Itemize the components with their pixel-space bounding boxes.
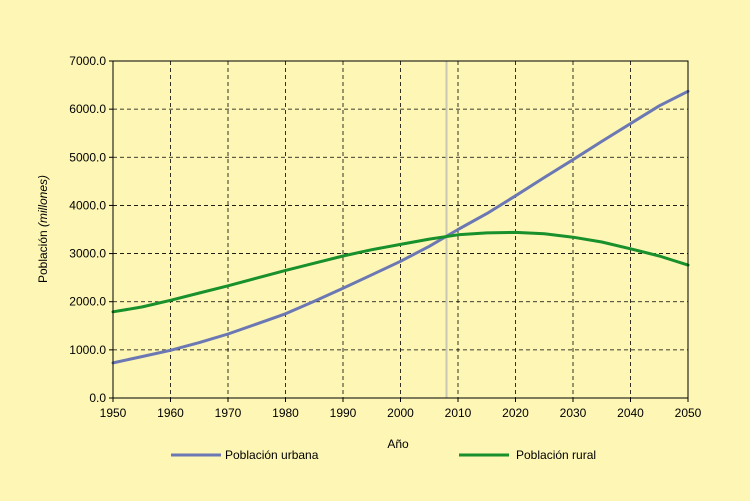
x-tick-label: 1990 (330, 406, 357, 420)
x-tick-label: 2030 (560, 406, 587, 420)
x-tick-label: 1960 (157, 406, 184, 420)
y-tick-label: 6000.0 (69, 102, 106, 116)
x-tick-label: 2020 (502, 406, 529, 420)
x-tick-label: 1980 (272, 406, 299, 420)
y-tick-label: 0.0 (89, 391, 106, 405)
y-tick-label: 4000.0 (69, 198, 106, 212)
y-axis-label-unit: (millones) (36, 175, 50, 227)
y-tick-label: 7000.0 (69, 54, 106, 68)
legend-label-rural: Población rural (516, 448, 596, 462)
y-axis-label-text: Población (36, 227, 50, 283)
legend-label-urban: Población urbana (225, 448, 319, 462)
legend: Población urbana Población rural (171, 448, 596, 462)
y-tick-label: 3000.0 (69, 247, 106, 261)
x-axis-ticks: 1950 1960 1970 1980 1990 2000 2010 2020 2030 2040… (100, 398, 702, 420)
y-tick-label: 1000.0 (69, 343, 106, 357)
y-axis-ticks: 0.0 1000.0 2000.0 3000.0 4000.0 5000.0 6000.0 7… (69, 54, 113, 405)
series-lines (111, 89, 690, 365)
x-axis-label: Año (387, 437, 409, 451)
x-tick-label: 2010 (445, 406, 472, 420)
x-tick-label: 1950 (100, 406, 127, 420)
series-line-urban (111, 89, 690, 365)
x-tick-label: 1970 (215, 406, 242, 420)
y-tick-label: 2000.0 (69, 295, 106, 309)
x-tick-label: 2050 (675, 406, 702, 420)
x-tick-label: 2000 (387, 406, 414, 420)
y-tick-label: 5000.0 (69, 150, 106, 164)
y-axis-label: Población (millones) (36, 175, 50, 283)
x-tick-label: 2040 (617, 406, 644, 420)
series-line-rural (111, 230, 690, 314)
